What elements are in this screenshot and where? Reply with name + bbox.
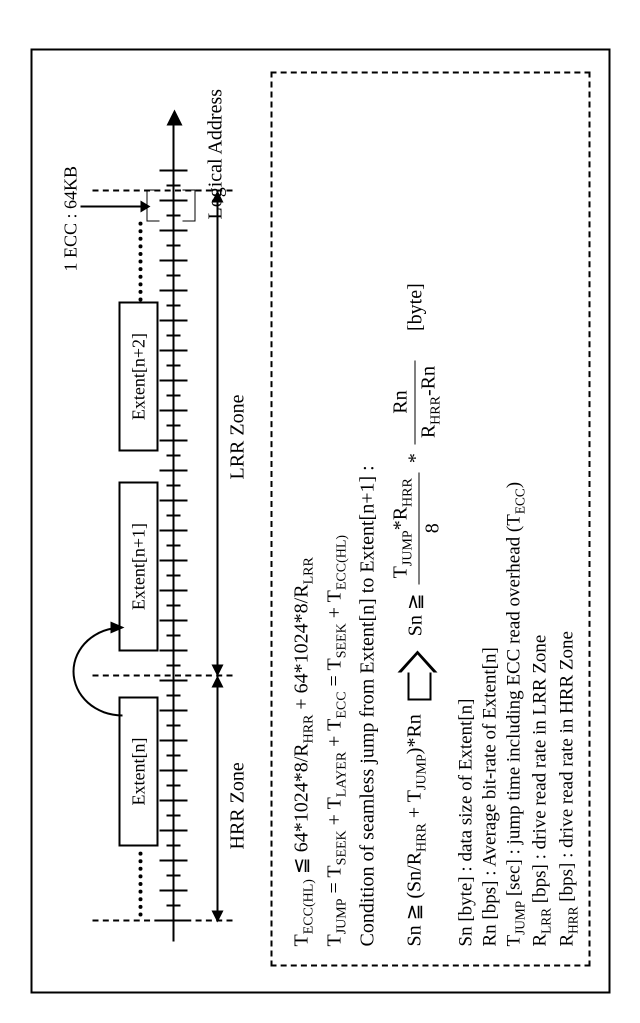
axis-tick [159, 679, 187, 681]
axis-tick [166, 394, 180, 396]
axis-tick [166, 184, 180, 186]
axis-tick [159, 259, 187, 261]
axis-tick [159, 559, 187, 561]
axis-tick [159, 319, 187, 321]
axis-tick [159, 889, 187, 891]
axis-tick [166, 544, 180, 546]
axis-tick [159, 229, 187, 231]
axis-tick [166, 274, 180, 276]
axis-tick [159, 409, 187, 411]
axis-tick [166, 364, 180, 366]
axis-tick [166, 424, 180, 426]
axis-tick [166, 844, 180, 846]
axis-tick [166, 664, 180, 666]
formula-tecc: TECC(HL) ≦ 64*1024*8/RHRR + 64*1024*8/RL… [290, 91, 317, 946]
extent-box: Extent[n+2] [118, 301, 158, 451]
axis-tick [166, 574, 180, 576]
axis-tick [159, 799, 187, 801]
formula-box: TECC(HL) ≦ 64*1024*8/RHRR + 64*1024*8/RL… [270, 71, 590, 966]
axis-tick [159, 709, 187, 711]
axis-tick [166, 334, 180, 336]
axis-tick [166, 484, 180, 486]
lrr-zone-span [216, 191, 218, 675]
def-tjump: TJUMP [sec] : jump time including ECC re… [502, 91, 528, 946]
extent-label: Extent[n+1] [128, 522, 149, 609]
trailing-dots [138, 221, 142, 301]
leading-dots [138, 851, 142, 916]
axis-tick [159, 379, 187, 381]
axis-tick [159, 589, 187, 591]
axis-tick [166, 694, 180, 696]
ecc-arrow [80, 205, 146, 207]
jump-arc [72, 626, 122, 716]
axis-tick [166, 724, 180, 726]
fraction-2: Rn RHRR-Rn [389, 360, 444, 444]
implies-arrow-icon [399, 650, 435, 700]
condition-label: Condition of seamless jump from Extent[n… [356, 91, 379, 946]
axis-tick [166, 784, 180, 786]
extent-box: Extent[n] [118, 696, 158, 846]
definitions: Sn [byte] : data size of Extent[n] Rn [b… [454, 91, 581, 946]
axis-tick [166, 214, 180, 216]
axis-tick [166, 814, 180, 816]
axis-tick [159, 469, 187, 471]
inequality-row: Sn ≧ (Sn/RHRR + TJUMP)*Rn Sn ≧ TJUMP*RHR… [389, 91, 444, 946]
ecc-bracket [182, 189, 195, 221]
timeline-diagram: Extent[n] Extent[n+1] Extent[n+2] 1 ECC … [52, 71, 252, 971]
extent-label: Extent[n] [128, 737, 149, 805]
axis-tick [166, 904, 180, 906]
def-sn: Sn [byte] : data size of Extent[n] [454, 91, 478, 946]
axis-tick [166, 874, 180, 876]
axis-tick [166, 304, 180, 306]
axis-tick [159, 649, 187, 651]
axis-tick [166, 454, 180, 456]
axis-tick [159, 349, 187, 351]
ineq-left: Sn ≧ (Sn/RHRR + TJUMP)*Rn [403, 714, 430, 946]
axis-tick [166, 754, 180, 756]
axis-tick [159, 169, 187, 171]
formula-tjump: TJUMP = TSEEK + TLAYER + TECC = TSEEK + … [323, 91, 350, 946]
axis-tick [159, 529, 187, 531]
jump-arrowhead-icon [110, 621, 124, 633]
outer-frame: Extent[n] Extent[n+1] Extent[n+2] 1 ECC … [30, 48, 610, 993]
extent-label: Extent[n+2] [128, 332, 149, 419]
def-rhrr: RHRR [bps] : drive read rate in HRR Zone [555, 91, 581, 946]
def-rn: Rn [bps] : Average bit-rate of Extent[n] [478, 91, 502, 946]
fraction-1: TJUMP*RHRR 8 [389, 472, 444, 584]
ecc-label: 1 ECC : 64KB [60, 165, 81, 271]
axis-tick [159, 769, 187, 771]
axis-tick [159, 289, 187, 291]
axis-tick [159, 859, 187, 861]
axis-tick [166, 514, 180, 516]
axis-tick [166, 244, 180, 246]
axis-tick [159, 739, 187, 741]
hrr-zone-label: HRR Zone [226, 760, 249, 851]
ecc-arrowhead-icon [140, 200, 150, 212]
lrr-zone-label: LRR Zone [226, 392, 249, 481]
axis-tick [159, 829, 187, 831]
axis-tick [159, 499, 187, 501]
ineq-right: Sn ≧ TJUMP*RHRR 8 * Rn RHRR-Rn [389, 283, 444, 636]
axis-tick [159, 439, 187, 441]
axis-tick [166, 634, 180, 636]
hrr-zone-span [216, 676, 218, 921]
def-rlrr: RLRR [bps] : drive read rate in LRR Zone [528, 91, 554, 946]
axis-tick [159, 619, 187, 621]
axis-arrowhead [166, 109, 182, 125]
axis-tick [166, 604, 180, 606]
